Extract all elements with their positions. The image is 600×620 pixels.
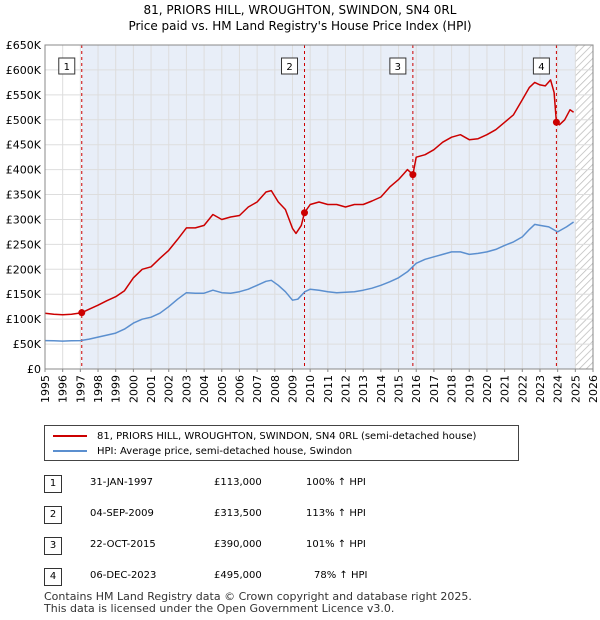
x-tick-label: 2023 — [534, 375, 547, 403]
legend: 81, PRIORS HILL, WROUGHTON, SWINDON, SN4… — [44, 425, 519, 461]
sale-label-text: 2 — [286, 62, 292, 73]
x-tick-label: 2024 — [552, 375, 565, 403]
sale-date: 06-DEC-2023 — [90, 570, 157, 581]
sale-hpi: 113% ↑ HPI — [306, 508, 366, 519]
footer-licence: This data is licensed under the Open Gov… — [44, 602, 395, 615]
legend-swatch-property — [53, 435, 87, 437]
y-tick-label: £600K — [6, 64, 42, 77]
legend-swatch-hpi — [53, 450, 87, 452]
sale-point — [78, 309, 86, 317]
sale-number-badge: 4 — [44, 568, 62, 586]
x-tick-label: 2010 — [304, 375, 317, 403]
sale-date: 22-OCT-2015 — [90, 539, 156, 550]
sale-label-box — [58, 57, 76, 75]
future-hatch — [575, 45, 593, 369]
x-tick-label: 1995 — [39, 375, 52, 403]
x-tick-label: 2026 — [587, 375, 600, 403]
y-tick-label: £650K — [6, 39, 42, 52]
y-tick-label: £550K — [6, 89, 42, 102]
sale-label-box — [389, 57, 407, 75]
y-tick-label: £150K — [6, 288, 42, 301]
x-tick-label: 2007 — [251, 375, 264, 403]
x-tick-label: 2022 — [516, 375, 529, 403]
sale-price: £313,500 — [214, 508, 262, 519]
x-tick-label: 1997 — [74, 375, 87, 403]
x-tick-label: 2006 — [233, 375, 246, 403]
sale-hpi: 78% ↑ HPI — [314, 570, 368, 581]
x-tick-label: 2021 — [499, 375, 512, 403]
x-tick-label: 2004 — [198, 375, 211, 403]
x-tick-label: 2019 — [463, 375, 476, 403]
sale-point — [409, 171, 417, 179]
x-tick-label: 2015 — [393, 375, 406, 403]
legend-item-hpi: HPI: Average price, semi-detached house,… — [53, 444, 352, 458]
x-tick-label: 1999 — [110, 375, 123, 403]
sale-label-box — [532, 57, 550, 75]
x-tick-label: 2002 — [163, 375, 176, 403]
x-tick-label: 2025 — [569, 375, 582, 403]
sale-point — [552, 118, 560, 126]
legend-label-property: 81, PRIORS HILL, WROUGHTON, SWINDON, SN4… — [97, 430, 477, 442]
x-tick-label: 2020 — [481, 375, 494, 403]
chart-title: 81, PRIORS HILL, WROUGHTON, SWINDON, SN4… — [143, 3, 457, 17]
legend-label-hpi: HPI: Average price, semi-detached house,… — [97, 445, 353, 457]
y-tick-label: £200K — [6, 263, 42, 276]
x-tick-label: 2009 — [286, 375, 299, 403]
ownership-shading — [81, 45, 576, 369]
hpi-series-line — [44, 221, 575, 342]
price-chart: 1 2 3 4 £0 £50K £100K £150K £200K £250K £300K £350K… — [6, 39, 600, 403]
sale-date: 31-JAN-1997 — [90, 477, 154, 488]
sale-label-text: 4 — [538, 62, 544, 73]
x-tick-label: 2014 — [375, 375, 388, 403]
property-series-line — [44, 79, 575, 316]
y-tick-label: £350K — [6, 189, 42, 202]
x-tick-label: 2005 — [216, 375, 229, 403]
sale-point — [301, 209, 309, 217]
sale-hpi: 100% ↑ HPI — [306, 477, 366, 488]
sale-date: 04-SEP-2009 — [90, 508, 154, 519]
sale-label-box — [281, 57, 299, 75]
sale-number-badge: 2 — [44, 506, 62, 524]
sale-price: £495,000 — [214, 570, 262, 581]
x-tick-label: 2017 — [428, 375, 441, 403]
x-tick-label: 1996 — [57, 375, 70, 403]
y-tick-label: £450K — [6, 139, 42, 152]
chart-subtitle: Price paid vs. HM Land Registry's House … — [128, 19, 472, 33]
sale-number-badge: 1 — [44, 475, 62, 493]
x-tick-label: 2001 — [145, 375, 158, 403]
y-tick-label: £400K — [6, 164, 42, 177]
y-tick-label: £500K — [6, 114, 42, 127]
sale-label-text: 1 — [64, 62, 70, 73]
x-tick-label: 2003 — [180, 375, 193, 403]
x-tick-label: 2013 — [357, 375, 370, 403]
x-tick-label: 2018 — [446, 375, 459, 403]
x-tick-label: 2012 — [340, 375, 353, 403]
plot-frame — [44, 44, 594, 370]
x-tick-label: 1998 — [92, 375, 105, 403]
sale-number-badge: 3 — [44, 537, 62, 555]
x-tick-label: 2008 — [269, 375, 282, 403]
x-tick-label: 2016 — [410, 375, 423, 403]
sale-price: £113,000 — [214, 477, 262, 488]
y-tick-label: £250K — [6, 238, 42, 251]
sale-label-text: 3 — [395, 62, 401, 73]
footer-copyright: Contains HM Land Registry data © Crown c… — [44, 590, 472, 603]
x-tick-label: 2000 — [127, 375, 140, 403]
x-tick-label: 2011 — [322, 375, 335, 403]
y-tick-label: £300K — [6, 213, 42, 226]
y-tick-label: £50K — [13, 338, 42, 351]
legend-item-property: 81, PRIORS HILL, WROUGHTON, SWINDON, SN4… — [53, 429, 476, 443]
sale-hpi: 101% ↑ HPI — [306, 539, 366, 550]
y-tick-label: £0 — [27, 363, 41, 376]
y-tick-label: £100K — [6, 313, 42, 326]
sale-price: £390,000 — [214, 539, 262, 550]
